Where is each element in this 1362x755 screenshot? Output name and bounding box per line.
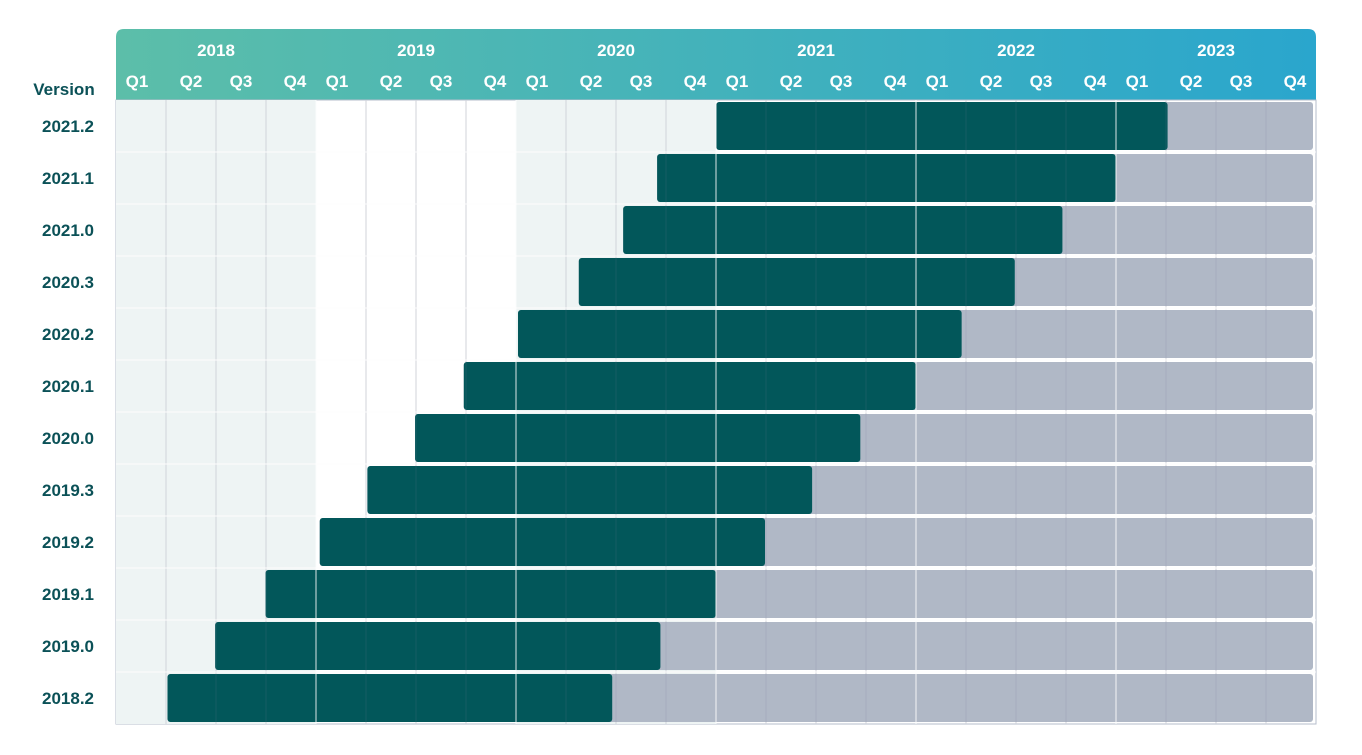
year-label-2019: 2019 (397, 41, 435, 60)
quarter-label-2023-q3: Q3 (1230, 72, 1253, 91)
year-label-2020: 2020 (597, 41, 635, 60)
bar-2021.1 (657, 154, 1116, 202)
bar-2021.2 (716, 102, 1168, 150)
quarter-label-2023-q4: Q4 (1284, 72, 1307, 91)
version-label-2020.3: 2020.3 (42, 273, 94, 292)
version-label-2019.2: 2019.2 (42, 533, 94, 552)
quarter-label-2020-q4: Q4 (684, 72, 707, 91)
quarter-label-2020-q2: Q2 (580, 72, 603, 91)
timeline-header: 2018 Q1 Q2 Q3 Q4 2019 Q1 Q2 Q3 Q4 2020 Q1 Q2 Q3 Q4 2021… (116, 29, 1316, 100)
y-axis-label: Version (33, 80, 94, 99)
grid-lines (116, 100, 1316, 724)
year-label-2022: 2022 (997, 41, 1035, 60)
header-band (116, 29, 1316, 100)
version-label-2019.0: 2019.0 (42, 637, 94, 656)
year-label-2023: 2023 (1197, 41, 1235, 60)
quarter-label-2018-q2: Q2 (180, 72, 203, 91)
version-label-2019.1: 2019.1 (42, 585, 94, 604)
bar-2021.0 (623, 206, 1063, 254)
quarter-label-2019-q4: Q4 (484, 72, 507, 91)
quarter-label-2022-q4: Q4 (1084, 72, 1107, 91)
quarter-label-2018-q3: Q3 (230, 72, 253, 91)
year-label-2018: 2018 (197, 41, 235, 60)
quarter-label-2021-q1: Q1 (726, 72, 749, 91)
version-label-2021.1: 2021.1 (42, 169, 94, 188)
version-label-2019.3: 2019.3 (42, 481, 94, 500)
version-label-2020.1: 2020.1 (42, 377, 94, 396)
bars (167, 102, 1314, 722)
bar-2020.2 (518, 310, 962, 358)
version-label-2018.2: 2018.2 (42, 689, 94, 708)
version-labels: 2021.2 2021.1 2021.0 2020.3 2020.2 2020.1 2020… (42, 117, 94, 708)
bar-2019.1 (265, 570, 716, 618)
quarter-label-2018-q1: Q1 (126, 72, 149, 91)
version-label-2020.0: 2020.0 (42, 429, 94, 448)
version-label-2020.2: 2020.2 (42, 325, 94, 344)
quarter-label-2020-q1: Q1 (526, 72, 549, 91)
quarter-label-2019-q1: Q1 (326, 72, 349, 91)
bar-2020.0 (415, 414, 861, 462)
bar-2019.2 (319, 518, 766, 566)
version-label-2021.0: 2021.0 (42, 221, 94, 240)
quarter-label-2023-q2: Q2 (1180, 72, 1203, 91)
quarter-label-2019-q2: Q2 (380, 72, 403, 91)
quarter-label-2018-q4: Q4 (284, 72, 307, 91)
quarter-label-2020-q3: Q3 (630, 72, 653, 91)
quarter-label-2022-q2: Q2 (980, 72, 1003, 91)
bar-2019.0 (215, 622, 661, 670)
quarter-label-2021-q2: Q2 (780, 72, 803, 91)
version-label-2021.2: 2021.2 (42, 117, 94, 136)
bar-2018.2 (167, 674, 613, 722)
bar-2020.1 (463, 362, 916, 410)
quarter-label-2019-q3: Q3 (430, 72, 453, 91)
quarter-label-2022-q1: Q1 (926, 72, 949, 91)
bar-2019.3 (367, 466, 813, 514)
quarter-label-2022-q3: Q3 (1030, 72, 1053, 91)
quarter-label-2023-q1: Q1 (1126, 72, 1149, 91)
quarter-label-2021-q3: Q3 (830, 72, 853, 91)
year-label-2021: 2021 (797, 41, 835, 60)
bar-2020.3 (578, 258, 1015, 306)
quarter-label-2021-q4: Q4 (884, 72, 907, 91)
